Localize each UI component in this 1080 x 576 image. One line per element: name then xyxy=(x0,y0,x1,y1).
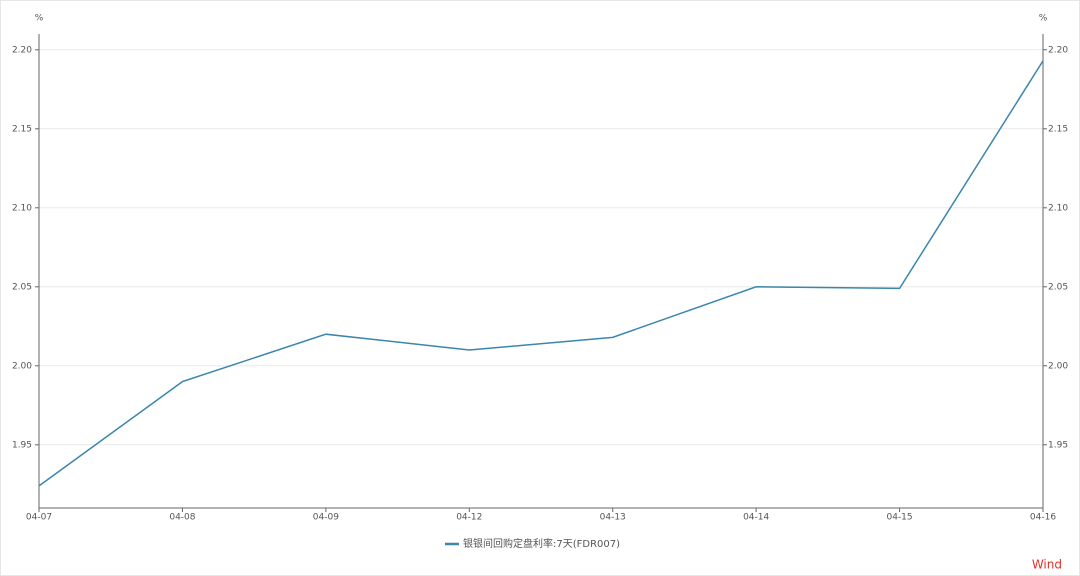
y-tick-label: 2.00 xyxy=(12,361,32,371)
watermark: Wind xyxy=(1032,558,1062,572)
y-tick-label: 2.15 xyxy=(12,124,32,134)
x-tick-label: 04-16 xyxy=(1030,513,1056,523)
y-axis-unit: % xyxy=(35,14,44,24)
y2-tick-label: 1.95 xyxy=(1048,440,1068,450)
y2-tick-label: 2.15 xyxy=(1048,124,1068,134)
y2-tick-label: 2.20 xyxy=(1048,45,1068,55)
legend-label: 银银间回购定盘利率:7天(FDR007) xyxy=(463,537,620,550)
x-tick-label: 04-13 xyxy=(600,513,626,523)
y2-tick-label: 2.00 xyxy=(1048,361,1068,371)
x-tick-label: 04-15 xyxy=(886,513,912,523)
x-tick-label: 04-08 xyxy=(169,513,195,523)
x-tick-label: 04-09 xyxy=(313,513,339,523)
x-tick-label: 04-12 xyxy=(456,513,482,523)
y-tick-label: 2.10 xyxy=(12,203,32,213)
x-tick-label: 04-07 xyxy=(26,513,52,523)
y-tick-label: 1.95 xyxy=(12,440,32,450)
y-tick-label: 2.20 xyxy=(12,45,32,55)
y2-tick-label: 2.05 xyxy=(1048,282,1068,292)
y2-axis-unit: % xyxy=(1039,14,1048,24)
x-tick-label: 04-14 xyxy=(743,513,769,523)
y2-tick-label: 2.10 xyxy=(1048,203,1068,213)
line xyxy=(38,60,1044,487)
y-tick-label: 2.05 xyxy=(12,282,32,292)
